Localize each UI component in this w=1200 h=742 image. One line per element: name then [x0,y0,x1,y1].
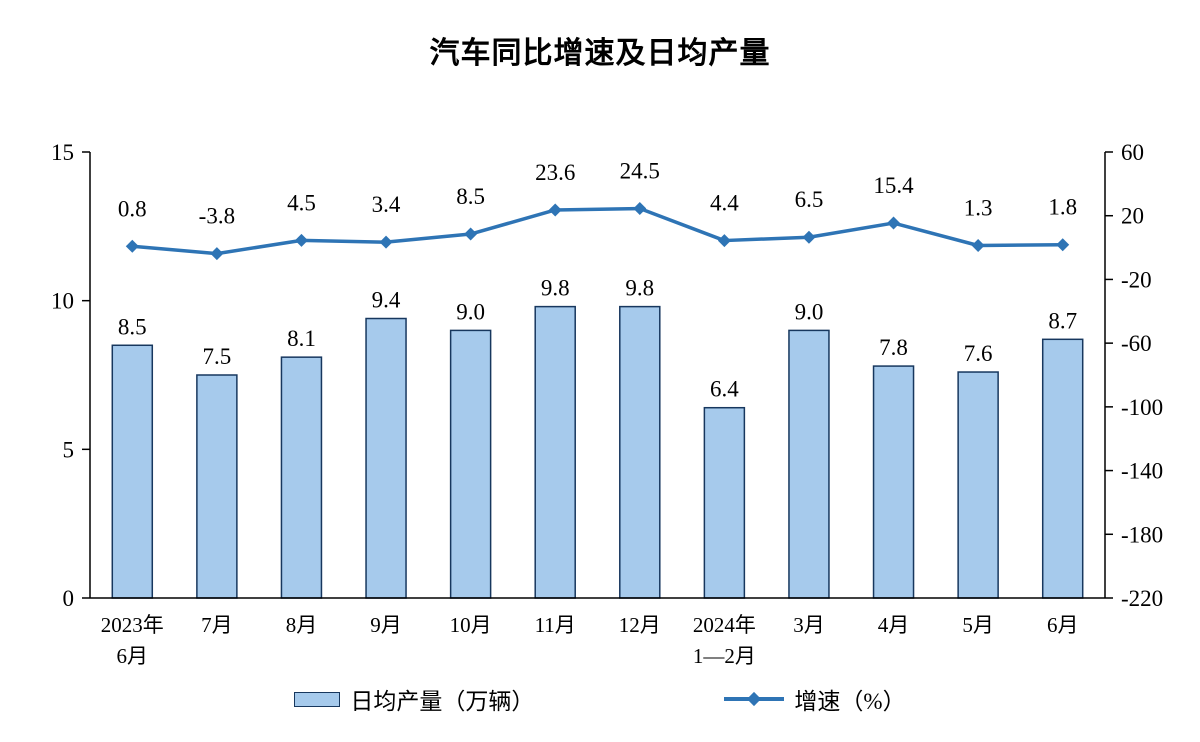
line-value-label: -3.8 [199,204,235,229]
bar [703,406,746,599]
right-axis-tick-label: -60 [1121,331,1152,356]
chart-legend: 日均产量（万辆） 增速（%） [0,682,1200,716]
right-axis-tick-label: -140 [1121,459,1163,484]
axes [82,151,1113,599]
bar [1041,338,1084,599]
x-axis-category-label: 3月 [793,613,825,637]
legend-line-label: 增速（%） [794,689,906,714]
chart-canvas: 0 5 10 15 60 20 -20 -60 -100 -140 -180 -220 2023年 6月 7… [51,140,1163,668]
bar-series-swatch-icon [294,691,341,707]
legend-bar-label: 日均产量（万辆） [350,689,535,714]
line-value-label: 24.5 [620,159,660,184]
bar-value-label: 9.0 [456,299,485,324]
bar-series [111,305,1084,599]
right-axis-tick-label: -220 [1121,586,1163,611]
line-marker-icon [887,216,901,230]
line-value-label: 1.8 [1048,195,1077,220]
x-axis-category-label: 6月 [1047,613,1079,637]
line-marker-icon [210,247,224,261]
bar-value-label: 9.8 [625,276,654,301]
x-axis-category-label: 6月 [117,644,149,668]
line-series-swatch-icon [724,691,785,707]
bar [534,305,576,599]
line-value-label: 1.3 [964,196,993,221]
line-value-label: 4.4 [710,191,739,216]
right-axis-tick-label: -180 [1121,522,1163,547]
bar-value-label: 8.1 [287,326,316,351]
bar [957,371,999,599]
bar [365,317,407,599]
x-axis-category-label: 11月 [535,613,576,637]
left-axis-tick-label: 10 [51,289,74,314]
line-marker-icon [717,234,731,248]
right-axis-tick-label: 60 [1121,140,1144,165]
line-marker-icon [294,233,308,247]
x-axis-category-label: 5月 [962,613,994,637]
right-axis-tick-label: -100 [1121,395,1163,420]
line-series [132,206,1063,256]
line-value-label: 0.8 [118,196,147,221]
bar [111,344,154,599]
line-marker-icon [1056,238,1070,252]
bar [280,356,323,599]
bar [449,329,492,599]
x-axis-category-label: 12月 [619,613,661,637]
axis-labels: 0 5 10 15 60 20 -20 -60 -100 -140 -180 -220 2023年 6月 7… [51,140,1163,668]
bar-value-label: 9.8 [541,276,570,301]
x-axis-category-label: 7月 [201,613,233,637]
left-axis-tick-label: 15 [51,140,74,165]
x-axis-category-label: 8月 [286,613,318,637]
line-value-label: 6.5 [795,187,824,212]
bar [872,365,915,599]
bar-value-label: 9.4 [372,288,401,313]
line-marker-icon [971,239,985,253]
diamond-marker-icon [747,691,762,707]
bar [619,305,661,599]
x-axis-category-label: 9月 [370,613,402,637]
line-marker-icon [125,239,139,253]
x-axis-category-label: 2023年 [101,613,164,637]
line-marker-icon [802,230,816,244]
left-axis-tick-label: 0 [63,586,75,611]
bar-value-label: 8.7 [1048,308,1077,333]
legend-item-bar: 日均产量（万辆） [294,682,534,716]
line-value-label: 15.4 [873,173,914,198]
left-axis-tick-label: 5 [63,437,75,462]
x-axis-category-label: 10月 [450,613,492,637]
line-value-label: 8.5 [456,184,485,209]
line-value-label: 3.4 [372,192,401,217]
bar [788,329,830,599]
line-value-label: 23.6 [535,160,575,185]
bar-value-label: 8.5 [118,314,147,339]
bar-value-label: 9.0 [795,299,824,324]
right-axis-tick-label: -20 [1121,267,1152,292]
x-axis-category-label: 4月 [878,613,910,637]
x-axis-category-label: 2024年 [693,613,756,637]
chart-title: 汽车同比增速及日均产量 [429,37,771,70]
bar-value-label: 7.8 [879,335,908,360]
bar-value-label: 7.5 [203,344,232,369]
bar [196,374,238,599]
legend-item-line: 增速（%） [724,682,906,716]
bar-value-label: 6.4 [710,377,739,402]
line-marker-icon [464,227,478,241]
line-marker-icon [633,202,647,216]
bar-value-label: 7.6 [964,341,993,366]
line-marker-icon [379,235,393,249]
line-value-label: 4.5 [287,190,316,215]
line-marker-icon [548,203,562,217]
right-axis-tick-label: 20 [1121,204,1144,229]
x-axis-category-label: 1—2月 [693,644,756,668]
